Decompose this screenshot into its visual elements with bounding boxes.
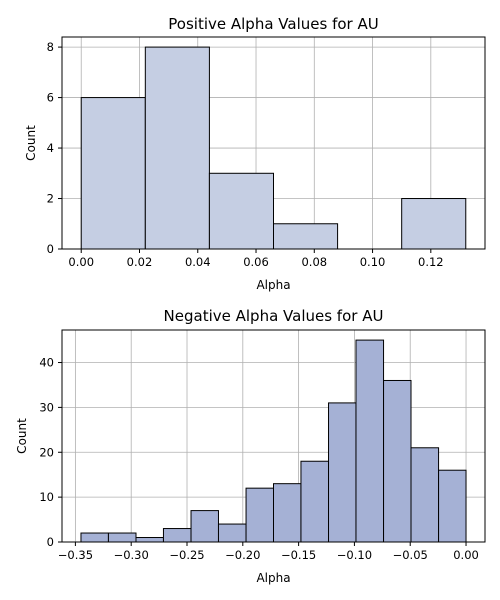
histogram-bar — [438, 469, 467, 543]
y-tick-label: 0 — [47, 242, 54, 256]
y-tick-label: 30 — [39, 400, 54, 414]
chart-title: Positive Alpha Values for AU — [168, 15, 378, 33]
y-tick-label: 10 — [39, 490, 54, 504]
histogram-bar — [80, 532, 109, 543]
chart-title: Negative Alpha Values for AU — [164, 307, 384, 325]
y-axis-ticks: 0 2 4 6 8 — [47, 40, 62, 256]
x-axis-label: Alpha — [256, 278, 290, 292]
histogram-bar — [383, 379, 412, 543]
x-tick-label: −0.35 — [58, 548, 93, 562]
y-tick-label: 8 — [47, 40, 54, 54]
y-axis-label: Count — [24, 125, 38, 161]
x-tick-label: −0.30 — [114, 548, 149, 562]
histogram-bar — [355, 339, 385, 543]
x-tick-label: 0.12 — [418, 255, 444, 269]
x-axis-ticks: 0.00 0.02 0.04 0.06 0.08 0.10 0.12 — [68, 249, 444, 269]
histogram-bar — [135, 537, 164, 543]
y-tick-label: 40 — [39, 356, 54, 370]
histogram-bar — [328, 402, 357, 543]
histogram-bars — [80, 339, 467, 543]
histogram-bar — [273, 223, 339, 250]
y-tick-label: 6 — [47, 91, 54, 105]
y-tick-label: 2 — [47, 192, 54, 206]
x-tick-label: −0.20 — [225, 548, 260, 562]
x-tick-label: −0.15 — [281, 548, 316, 562]
histogram-bar — [208, 172, 274, 250]
y-tick-label: 0 — [47, 535, 54, 549]
y-tick-label: 20 — [39, 445, 54, 459]
histogram-bar — [300, 460, 330, 543]
histogram-bar — [144, 46, 210, 250]
histogram-bar — [80, 97, 146, 250]
x-axis-label: Alpha — [256, 571, 290, 585]
x-tick-label: 0.08 — [301, 255, 327, 269]
x-tick-label: 0.02 — [127, 255, 153, 269]
x-tick-label: 0.06 — [243, 255, 269, 269]
histogram-bar — [107, 532, 137, 543]
histogram-bars — [80, 46, 467, 250]
plot-frame — [61, 36, 486, 250]
positive-alpha-histogram: Positive Alpha Values for AU 0.00 0.02 0.0… — [24, 15, 486, 292]
y-axis-ticks: 0 10 20 30 40 — [39, 356, 62, 549]
histogram-bar — [217, 523, 247, 543]
x-tick-label: 0.04 — [185, 255, 211, 269]
plot-frame — [61, 329, 486, 543]
x-tick-label: 0.00 — [453, 548, 479, 562]
histogram-bar — [245, 487, 275, 543]
histogram-bar — [162, 528, 192, 543]
histogram-bar — [401, 198, 467, 250]
x-axis-ticks: −0.35 −0.30 −0.25 −0.20 −0.15 −0.10 −0.05 0.00 — [58, 542, 479, 562]
histogram-bar — [273, 483, 302, 543]
histogram-bar — [190, 510, 219, 543]
y-tick-label: 4 — [47, 141, 54, 155]
x-tick-label: 0.10 — [360, 255, 386, 269]
y-axis-label: Count — [15, 418, 29, 454]
histogram-bar — [410, 447, 440, 543]
x-tick-label: −0.25 — [169, 548, 204, 562]
negative-alpha-histogram: Negative Alpha Values for AU −0.35 −0.30−… — [15, 307, 486, 585]
x-tick-label: −0.05 — [393, 548, 428, 562]
x-tick-label: 0.00 — [68, 255, 94, 269]
x-tick-label: −0.10 — [337, 548, 372, 562]
